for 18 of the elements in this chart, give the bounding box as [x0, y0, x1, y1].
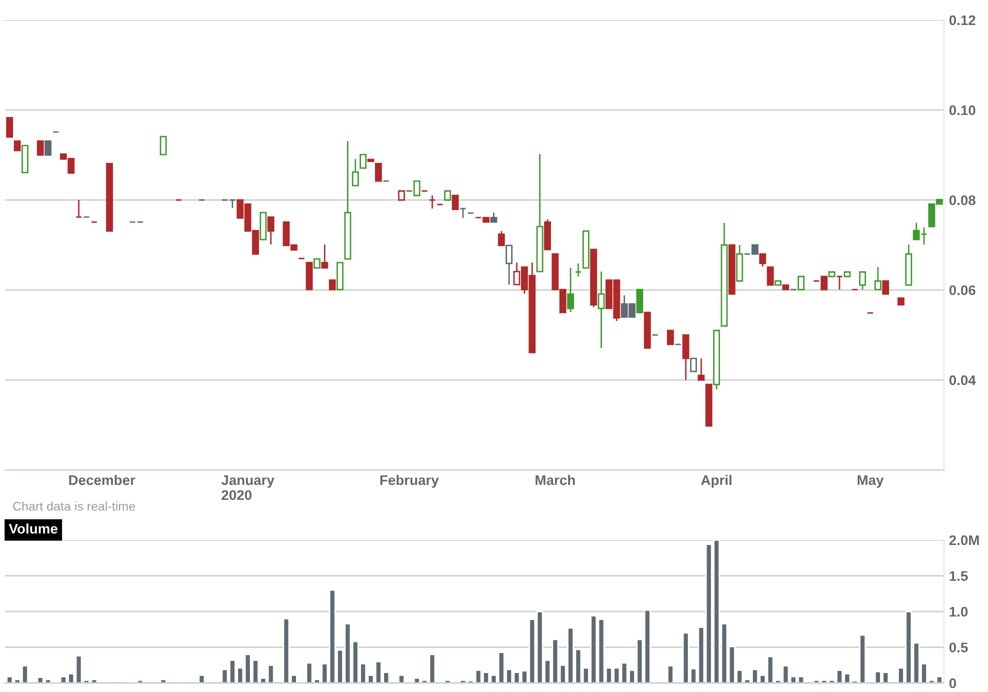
- x-tick-label: April: [701, 474, 732, 488]
- y-tick-label: 0.12: [949, 15, 976, 26]
- y-tick-label: 0.06: [949, 285, 976, 296]
- x-tick-label: January 2020: [221, 475, 274, 500]
- x-tick-label: December: [69, 474, 136, 486]
- y-tick-label: 2.0M: [949, 535, 979, 546]
- y-tick-label: 0.5: [949, 642, 968, 652]
- y-tick-label: 1.5: [950, 571, 968, 581]
- y-tick-label: 0.10: [949, 105, 976, 116]
- x-tick-label: May: [858, 475, 884, 488]
- chart-title: Volume: [8, 523, 58, 534]
- y-tick-label: 0.04: [949, 375, 976, 386]
- text: Chart data is real-time: [13, 502, 135, 511]
- y-tick-label: 1.0: [950, 606, 968, 617]
- y-tick-label: 0: [949, 678, 956, 688]
- x-tick-label: February: [380, 474, 439, 488]
- y-tick-label: 0.08: [949, 195, 976, 206]
- x-tick-label: March: [536, 474, 575, 486]
